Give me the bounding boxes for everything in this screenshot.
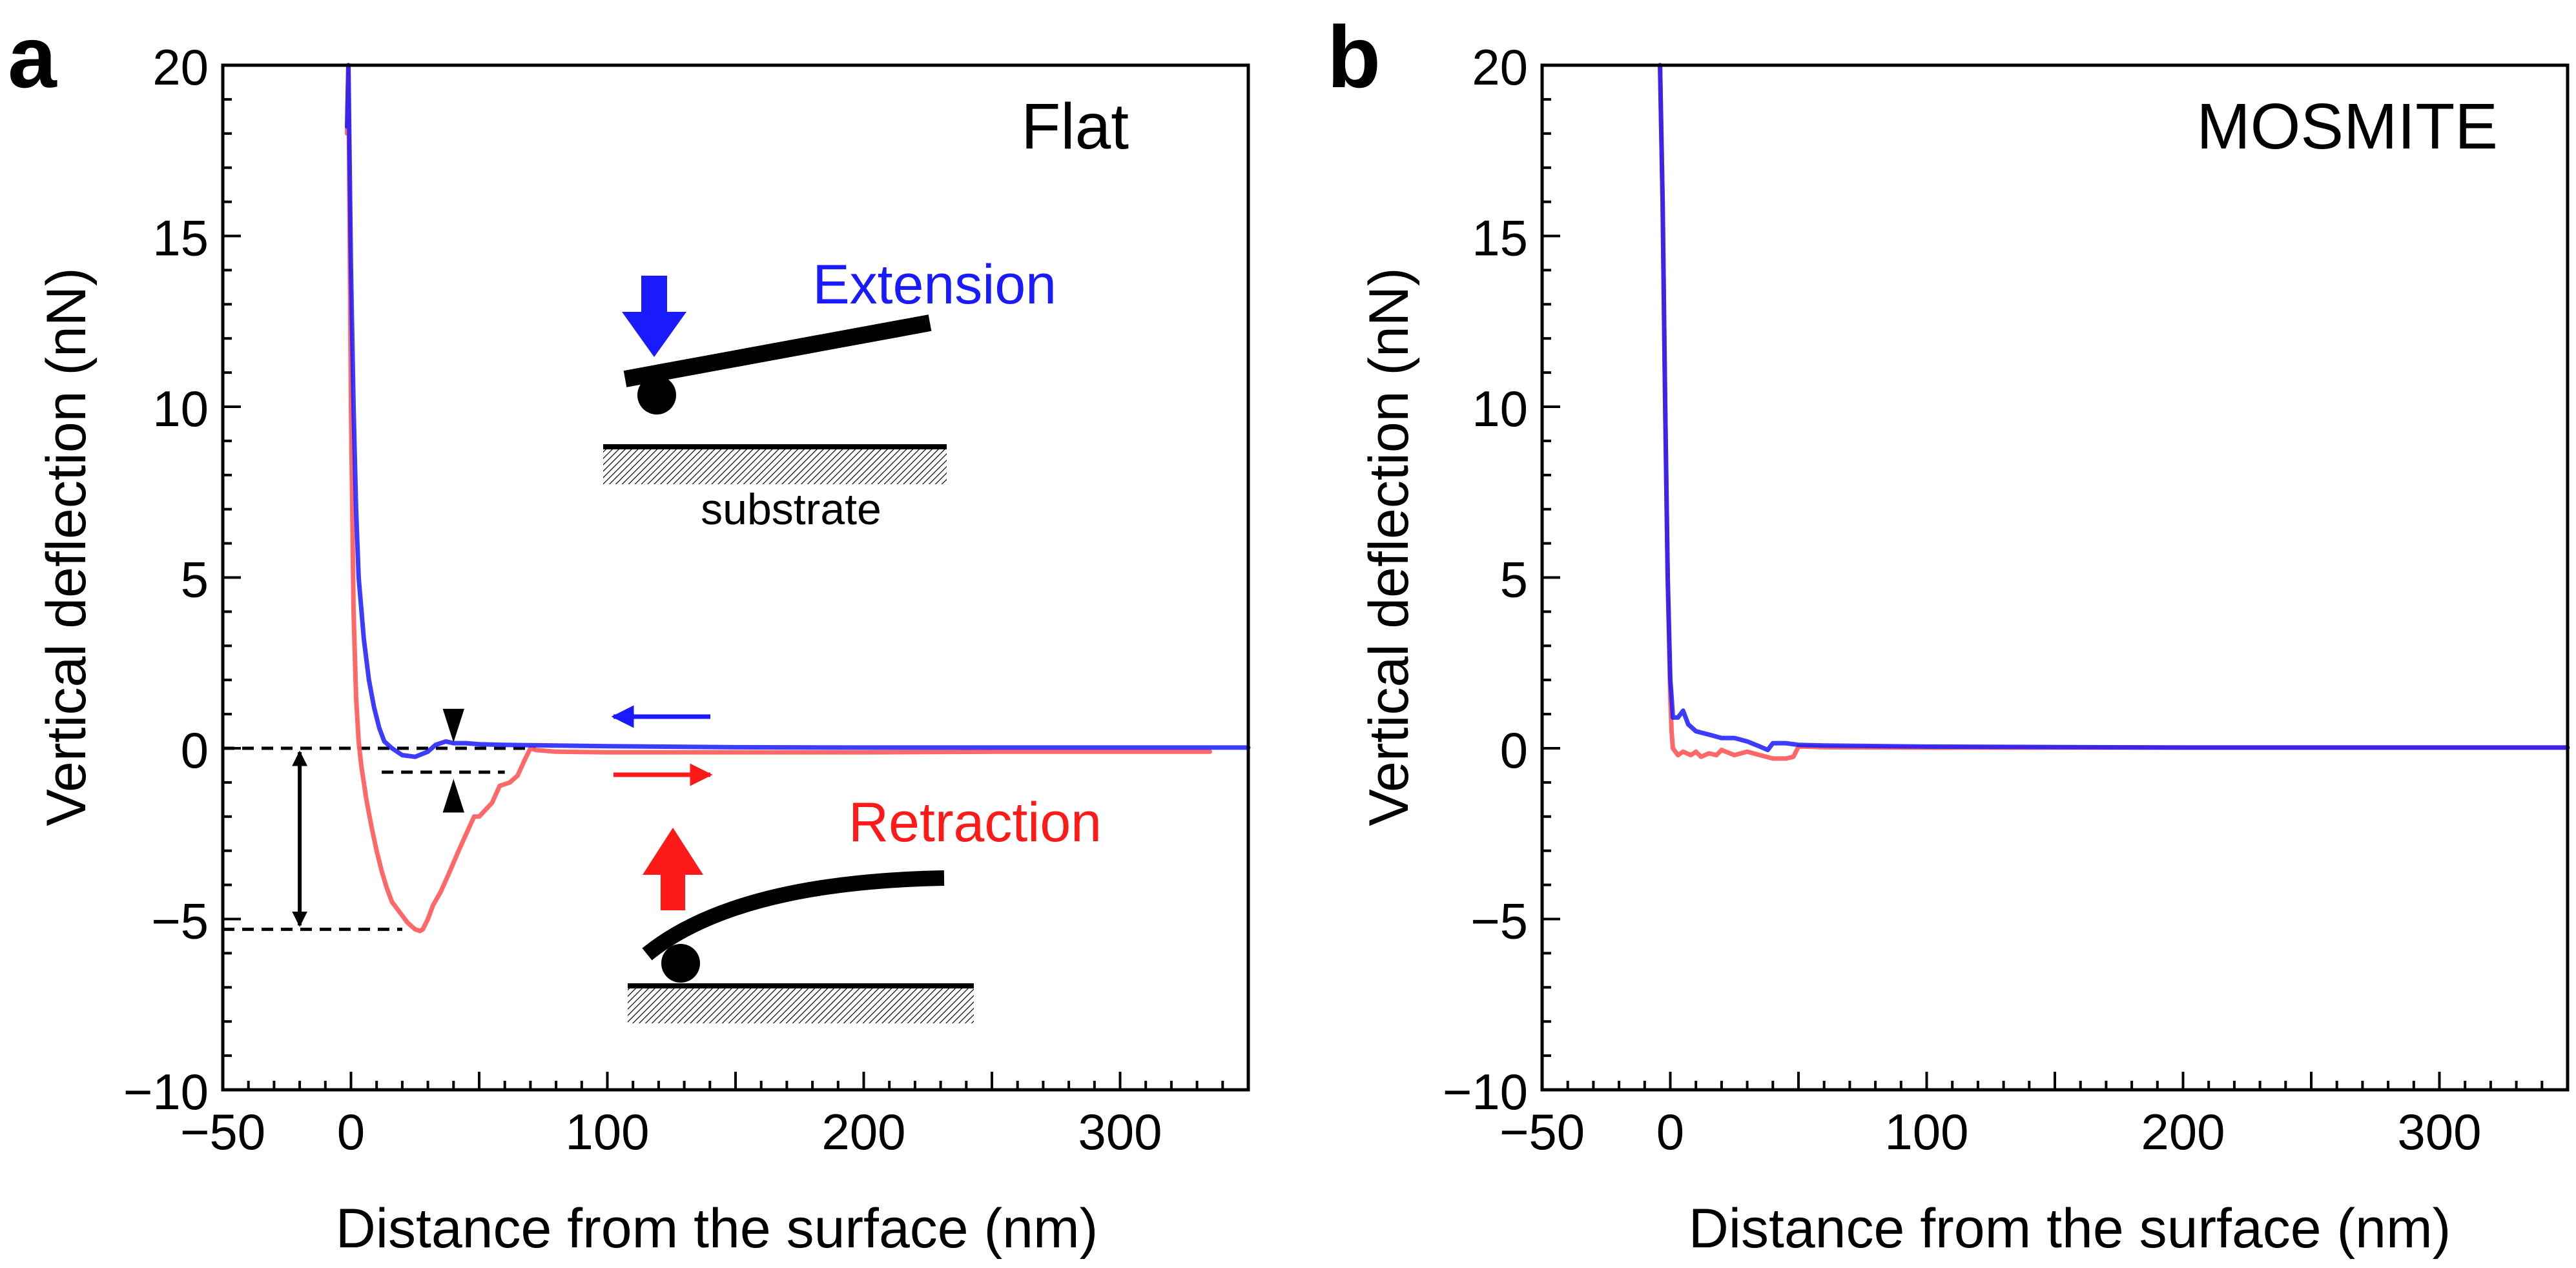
y-tick-label: 10 <box>1472 380 1528 437</box>
retraction-arrowhead <box>643 828 703 875</box>
panel-label: MOSMITE <box>2196 90 2498 163</box>
y-axis-label: Vertical deflection (nN) <box>1358 267 1420 826</box>
y-tick-label: 20 <box>1472 39 1528 96</box>
x-tick-label: 0 <box>337 1103 365 1160</box>
x-tick-label: 200 <box>821 1103 905 1160</box>
series-line-retraction <box>1658 63 2570 761</box>
series-line-extension <box>345 63 1251 759</box>
y-tick-label: −5 <box>1470 893 1528 950</box>
plot-frame <box>221 63 1250 1092</box>
y-tick-label: 5 <box>181 551 209 608</box>
extension-arrow-icon <box>641 276 667 313</box>
gap-arrow-up <box>442 779 464 813</box>
series-line-retraction <box>345 63 1212 934</box>
probe-tip <box>661 944 700 983</box>
y-tick-label: 5 <box>1500 551 1528 608</box>
substrate-hatch <box>603 449 947 484</box>
cantilever-straight <box>623 314 932 387</box>
y-tick-label: 10 <box>152 380 209 437</box>
extension-schematic: substrate <box>603 276 947 534</box>
x-tick-label: −50 <box>180 1103 265 1160</box>
tick-marks <box>1541 64 2569 1091</box>
substrate-label: substrate <box>701 485 881 534</box>
gap-arrow-down <box>442 708 464 743</box>
x-tick-label: −50 <box>1499 1103 1585 1160</box>
extension-arrowhead <box>622 312 686 357</box>
y-tick-label: −5 <box>151 893 209 950</box>
substrate-hatch <box>628 988 974 1023</box>
x-axis-label: Distance from the surface (nm) <box>336 1198 1098 1260</box>
panel-letter: a <box>8 8 57 106</box>
panel-b: b MOSMITE Vertical deflection (nN) Dista… <box>1327 8 2570 1260</box>
y-tick-label: −10 <box>123 1063 209 1120</box>
data-series <box>345 63 1251 934</box>
x-tick-labels: −50 0 100 200 300 <box>1499 1103 2482 1160</box>
x-axis-label: Distance from the surface (nm) <box>1689 1198 2451 1260</box>
y-tick-label: 15 <box>1472 210 1528 267</box>
y-tick-label: 20 <box>152 39 209 96</box>
panel-label: Flat <box>1021 90 1129 163</box>
x-tick-label: 300 <box>2397 1103 2481 1160</box>
plot-frame <box>1540 63 2570 1092</box>
retraction-legend-label: Retraction <box>849 792 1102 854</box>
panel-letter: b <box>1327 8 1381 106</box>
y-tick-label: −10 <box>1443 1063 1528 1120</box>
retraction-arrow-icon <box>661 873 685 910</box>
y-tick-label: 15 <box>152 210 209 267</box>
probe-tip <box>637 376 676 414</box>
extension-legend-label: Extension <box>812 254 1056 316</box>
annotations <box>223 708 536 931</box>
x-tick-label: 0 <box>1656 1103 1684 1160</box>
y-tick-labels: −10 −5 0 5 10 15 20 <box>1443 39 1528 1120</box>
series-line-extension <box>1658 63 2570 753</box>
panel-a: a Flat Vertical deflection (nN) Distance… <box>8 8 1251 1260</box>
x-tick-labels: −50 0 100 200 300 <box>180 1103 1162 1160</box>
x-tick-label: 200 <box>2141 1103 2225 1160</box>
retraction-schematic <box>628 828 974 1023</box>
x-tick-label: 100 <box>1884 1103 1968 1160</box>
x-tick-label: 100 <box>565 1103 649 1160</box>
data-series <box>1658 63 2570 761</box>
y-axis-label: Vertical deflection (nN) <box>36 267 98 826</box>
y-tick-label: 0 <box>1500 722 1528 779</box>
y-tick-labels: −10 −5 0 5 10 15 20 <box>123 39 209 1120</box>
tick-marks <box>222 64 1250 1091</box>
y-tick-label: 0 <box>181 722 209 779</box>
x-tick-label: 300 <box>1078 1103 1162 1160</box>
cantilever-bent <box>642 870 945 961</box>
